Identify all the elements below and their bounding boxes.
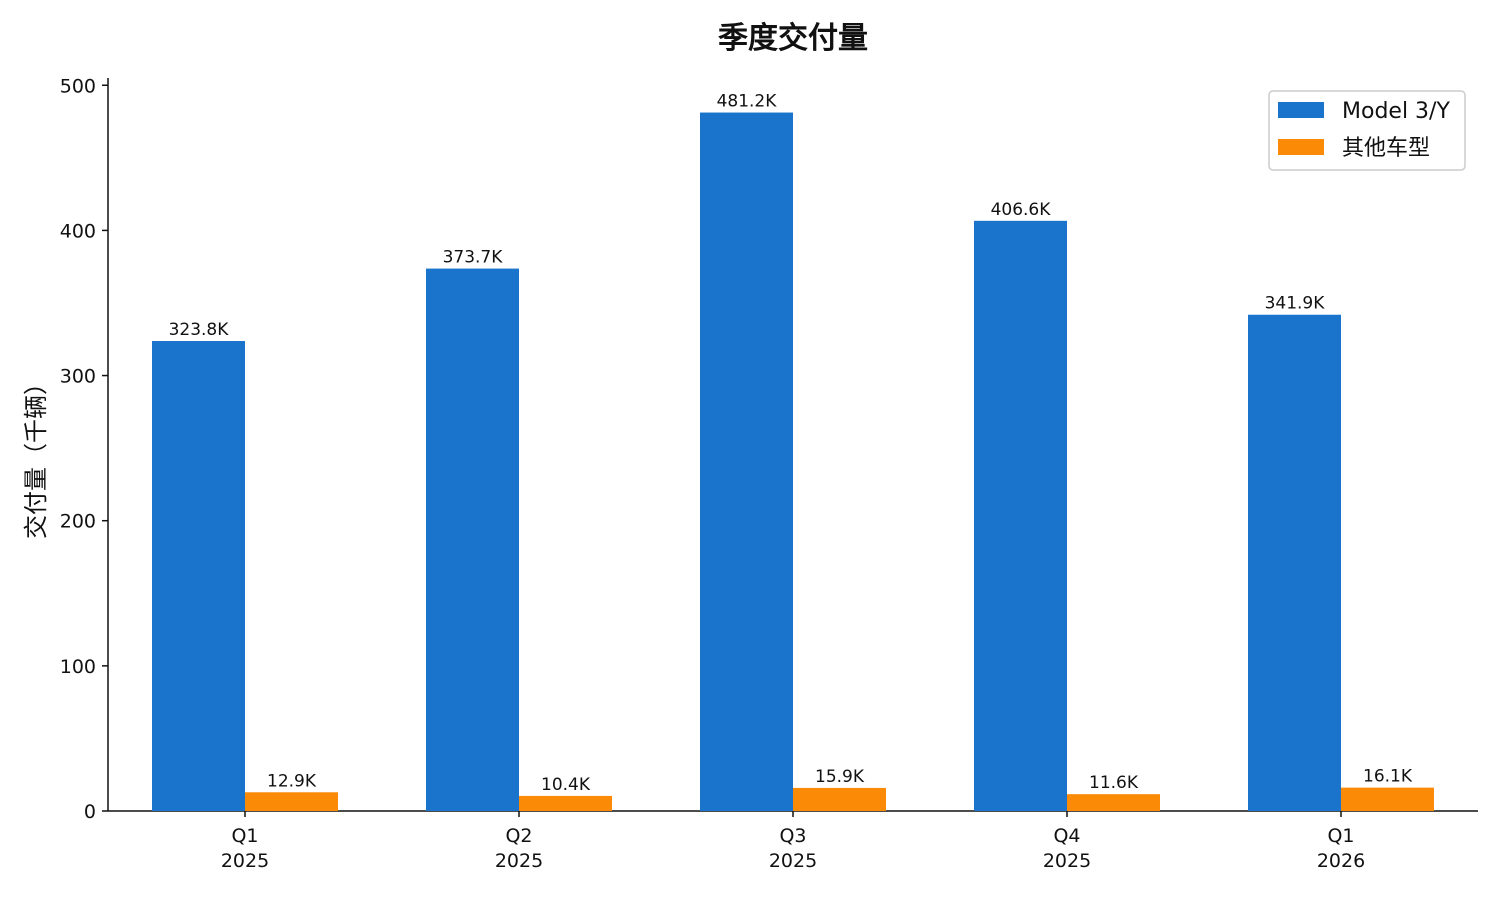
y-axis-label: 交付量（千辆） [22,371,50,539]
bar-model-3y [974,220,1067,811]
y-tick-label: 200 [60,511,96,533]
chart-title: 季度交付量 [718,21,868,56]
y-tick-label: 0 [84,801,96,823]
legend: Model 3/Y 其他车型 [1268,90,1466,171]
bar-data-label: 373.7K [443,248,504,268]
bar-model-3y [152,341,245,811]
x-tick-label-year: 2025 [769,850,817,872]
bar-other-models [1341,787,1434,811]
x-tick-label-quarter: Q4 [1053,825,1080,847]
bar-other-models [519,795,612,811]
bar-data-label: 341.9K [1265,294,1326,314]
y-tick-label: 100 [60,656,96,678]
bar-data-label: 11.6K [1089,773,1139,793]
bar-data-label: 16.1K [1363,767,1413,787]
bar-data-label: 10.4K [541,775,591,795]
legend-label: Model 3/Y [1342,99,1450,124]
bar-model-3y [426,268,519,812]
bar-other-models [1067,794,1160,811]
x-tick-label-year: 2025 [495,850,543,872]
bars: 323.8K 12.9K 373.7K 10.4K 481.2K 15.9K 406.6K 1… [152,92,1434,812]
x-tick-label-quarter: Q1 [231,825,258,847]
bar-data-label: 481.2K [717,92,778,112]
bar-data-label: 12.9K [267,771,317,791]
x-tick-label-year: 2026 [1317,850,1365,872]
legend-swatch [1278,139,1324,155]
x-tick-label-year: 2025 [1043,850,1091,872]
axes: 0 100 200 300 400 500 Q1 2025 Q2 2025 Q3 2025 Q4 2025… [60,75,1478,872]
bar-other-models [245,792,338,811]
x-tick-label-quarter: Q1 [1327,825,1354,847]
bar-other-models [793,787,886,811]
y-tick-label: 500 [60,75,96,97]
bar-data-label: 406.6K [991,200,1052,220]
x-tick-label-quarter: Q2 [505,825,532,847]
bar-model-3y [700,112,793,811]
x-tick-label-year: 2025 [221,850,269,872]
legend-swatch [1278,102,1324,118]
legend-label: 其他车型 [1342,136,1430,161]
bar-data-label: 15.9K [815,767,865,787]
y-tick-label: 400 [60,220,96,242]
bar-data-label: 323.8K [169,320,230,340]
x-tick-label-quarter: Q3 [779,825,806,847]
bar-model-3y [1248,314,1341,811]
y-tick-label: 300 [60,366,96,388]
